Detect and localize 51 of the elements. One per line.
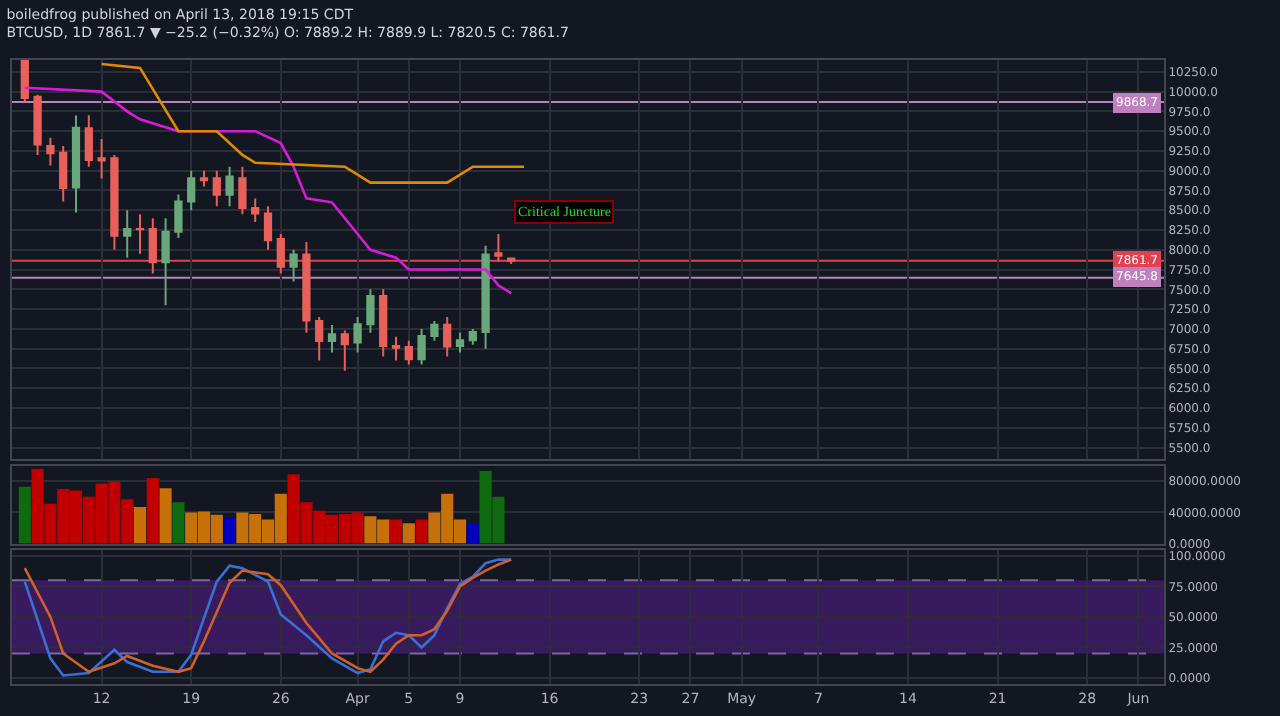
candlestick (443, 316, 452, 358)
candlestick (59, 145, 68, 203)
candlestick (507, 257, 516, 265)
candlestick (468, 327, 477, 346)
bar (389, 519, 403, 544)
candlestick (340, 329, 349, 372)
bar (18, 486, 31, 544)
bar (415, 519, 428, 544)
candlestick (20, 60, 29, 103)
candlestick (289, 248, 298, 283)
candlestick (161, 217, 170, 307)
candlestick (187, 169, 196, 212)
candlestick (148, 217, 157, 275)
candlestick (302, 240, 311, 334)
candlestick (174, 193, 183, 239)
candlestick (391, 335, 401, 362)
bar (133, 506, 147, 544)
candlestick (494, 232, 503, 263)
line-series (23, 86, 513, 295)
candlestick (251, 197, 260, 224)
candlestick (135, 213, 145, 255)
bar (172, 502, 185, 544)
candlestick (417, 327, 426, 366)
candlestick (353, 316, 362, 354)
candlestick (97, 138, 106, 180)
candlestick (379, 288, 388, 358)
candlestick (315, 316, 324, 362)
bar (466, 523, 479, 544)
candlestick (404, 339, 413, 366)
candlestick (366, 288, 375, 334)
bar (146, 478, 159, 544)
candlestick (225, 165, 234, 208)
candlestick (327, 323, 337, 354)
candlestick (33, 93, 42, 156)
candlestick (123, 209, 132, 259)
candlestick (238, 165, 247, 216)
candlestick (455, 331, 465, 354)
candlestick (430, 319, 439, 342)
candlestick (212, 169, 221, 208)
candlestick (263, 205, 273, 251)
bar (159, 488, 172, 544)
candlestick (71, 114, 81, 214)
candlestick (481, 244, 490, 350)
candlestick (199, 169, 209, 188)
bar (402, 523, 415, 544)
bar (223, 517, 236, 544)
line-series (100, 62, 526, 184)
candlestick (84, 114, 93, 168)
candlestick (110, 153, 119, 251)
candlestick (46, 136, 55, 167)
candlestick (276, 232, 285, 275)
